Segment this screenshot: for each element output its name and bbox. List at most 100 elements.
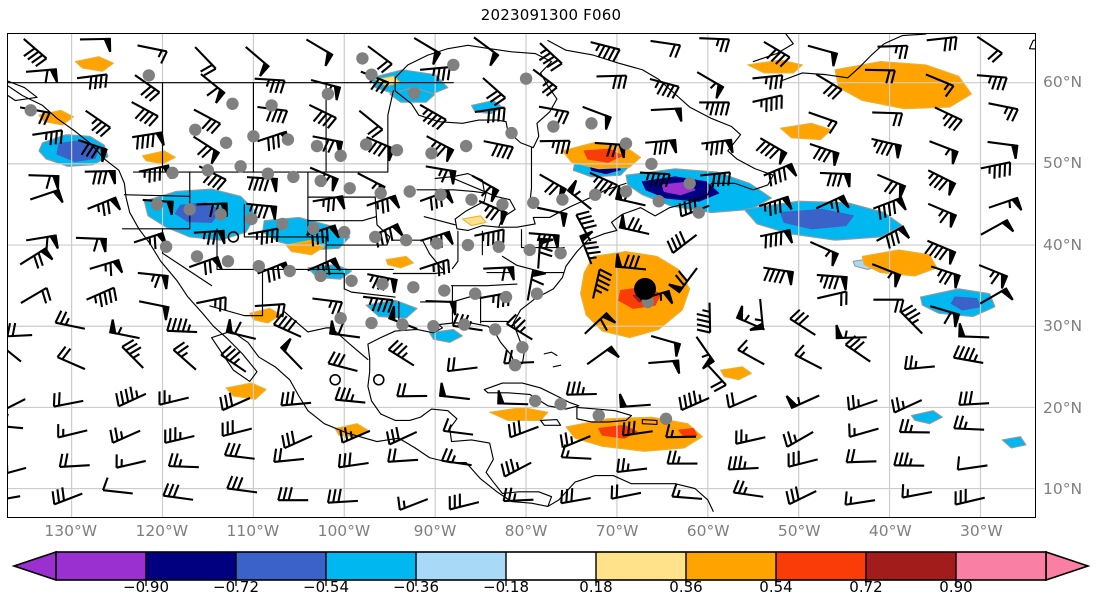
wind-barb: [328, 320, 361, 339]
wind-barb: [23, 38, 48, 68]
wind-barb: [808, 111, 838, 134]
wind-barb: [934, 106, 963, 132]
map-panel[interactable]: [7, 33, 1036, 518]
wind-barb: [85, 109, 112, 138]
wind-barb: [246, 202, 278, 220]
station-marker: [287, 170, 300, 184]
wind-barb: [650, 39, 682, 58]
station-marker-open: [329, 373, 341, 386]
wind-barb: [419, 258, 451, 277]
wind-barb: [219, 392, 251, 412]
station-marker: [247, 130, 260, 143]
wind-barb: [589, 171, 619, 197]
station-marker: [321, 87, 335, 101]
wind-barb: [308, 103, 337, 129]
wind-barb: [248, 227, 279, 245]
wind-barb: [978, 264, 1009, 289]
geo-line: [243, 203, 327, 270]
wind-barb: [245, 46, 270, 77]
wind-barb: [539, 139, 571, 155]
colorbar-segment: [686, 552, 776, 580]
lat-tick-label: 40°N: [1043, 235, 1083, 254]
wind-barb: [596, 74, 628, 90]
contour-region: [779, 122, 832, 141]
wind-barb: [134, 74, 161, 102]
wind-barb: [279, 337, 303, 370]
station-marker: [459, 139, 473, 153]
wind-barb: [221, 420, 252, 438]
wind-barb: [367, 45, 393, 74]
station-marker-open: [227, 231, 240, 243]
wind-barb: [32, 129, 64, 146]
geo-line: [483, 382, 580, 410]
wind-barb: [438, 382, 470, 401]
wind-barb: [51, 487, 83, 506]
wind-barb: [848, 423, 879, 438]
wind-barb: [86, 286, 118, 308]
wind-barb: [76, 73, 108, 90]
wind-barb: [281, 430, 313, 450]
geo-line: [387, 90, 394, 170]
wind-barb: [979, 287, 1014, 305]
wind-barb: [193, 108, 222, 135]
wind-barb: [164, 427, 195, 444]
wind-barb: [735, 429, 766, 445]
contour-region: [461, 215, 487, 227]
wind-barb: [763, 40, 791, 68]
lon-tick-label: 30°W: [959, 522, 1003, 540]
station-marker: [530, 287, 544, 300]
station-marker: [310, 139, 324, 153]
wind-barb: [419, 103, 447, 131]
wind-barb: [334, 386, 366, 404]
wind-barb: [254, 303, 286, 318]
wind-barb: [835, 324, 867, 340]
wind-barb: [809, 240, 840, 267]
colorbar-canvas[interactable]: [0, 548, 1102, 588]
wind-barb: [592, 268, 613, 299]
station-marker-open: [372, 373, 385, 386]
wind-barb: [665, 423, 697, 439]
wind-barb: [58, 453, 90, 468]
wind-barb: [699, 37, 731, 53]
geo-line: [501, 255, 564, 274]
geo-line: [423, 216, 456, 226]
colorbar-tick-label: 0.72: [849, 578, 883, 596]
wind-barb: [25, 68, 59, 84]
wind-barb: [425, 300, 457, 316]
station-marker: [554, 397, 567, 411]
contour-region: [285, 239, 325, 256]
colorbar-extend-max: [1045, 550, 1091, 582]
wind-barb: [566, 179, 592, 210]
wind-barb: [737, 339, 765, 366]
contour-region: [74, 56, 114, 72]
wind-barb: [448, 493, 480, 511]
wind-barb: [759, 229, 794, 249]
station-marker: [219, 136, 233, 149]
wind-barb: [84, 169, 117, 185]
station-marker: [519, 72, 533, 85]
colorbar-tick-label: −0.54: [303, 578, 349, 596]
geo-line: [394, 44, 558, 149]
station-marker: [488, 323, 502, 336]
colorbar[interactable]: [0, 548, 1102, 588]
geo-line: [416, 189, 516, 232]
station-marker: [314, 269, 327, 283]
wind-barb: [725, 392, 757, 409]
wind-barb: [930, 265, 961, 289]
storm-center-dot[interactable]: [634, 277, 657, 300]
colorbar-tick-label: −0.18: [483, 578, 529, 596]
station-marker: [221, 255, 235, 268]
wind-barb: [901, 484, 933, 499]
wind-barb: [699, 101, 731, 116]
contour-region: [950, 296, 982, 311]
wind-barb: [898, 418, 930, 434]
wind-barb: [648, 359, 681, 375]
wind-barb: [695, 336, 715, 370]
station-marker: [652, 195, 665, 208]
station-marker: [516, 341, 529, 354]
wind-barb: [387, 339, 415, 367]
map-canvas[interactable]: [8, 34, 1035, 517]
station-marker: [338, 225, 351, 239]
wind-barb: [440, 447, 472, 467]
